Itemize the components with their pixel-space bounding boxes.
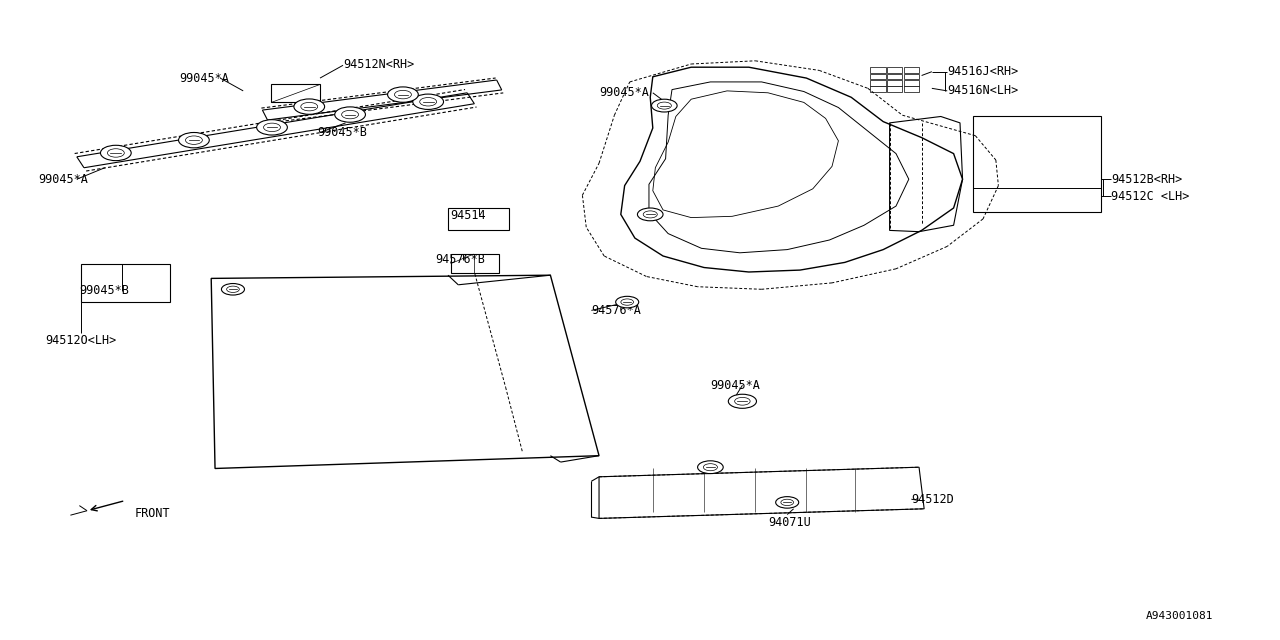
Bar [887,67,902,73]
Circle shape [776,497,799,508]
Bar [870,74,886,79]
Text: 99045*A: 99045*A [599,86,649,99]
Text: 94576*B: 94576*B [435,253,485,266]
Bar [887,74,902,79]
Text: 99045*A: 99045*A [710,379,760,392]
Circle shape [221,284,244,295]
Circle shape [637,208,663,221]
Bar [973,116,1101,212]
Text: 94512O<LH>: 94512O<LH> [45,334,116,347]
Bar [904,86,919,92]
Bar [870,67,886,73]
Circle shape [698,461,723,474]
Bar [448,208,509,230]
Bar [887,80,902,86]
Circle shape [256,120,288,135]
Circle shape [616,296,639,308]
Text: 94512N<RH>: 94512N<RH> [343,58,415,70]
Text: FRONT: FRONT [134,507,170,520]
Circle shape [294,99,325,115]
Bar [81,264,170,302]
Bar [870,80,886,86]
Circle shape [412,94,444,109]
Text: A943001081: A943001081 [1146,611,1213,621]
Text: 94516N<LH>: 94516N<LH> [947,84,1019,97]
Bar [451,254,499,273]
Circle shape [652,99,677,112]
Text: 99045*A: 99045*A [38,173,88,186]
Bar [870,86,886,92]
Bar [271,84,320,102]
Text: 94576*A: 94576*A [591,304,641,317]
Circle shape [335,107,366,122]
Text: 94512B<RH>: 94512B<RH> [1111,173,1183,186]
Bar [904,80,919,86]
Circle shape [101,145,131,161]
Circle shape [388,87,419,102]
Bar [887,86,902,92]
Circle shape [728,394,756,408]
Bar [904,74,919,79]
Text: 94514: 94514 [451,209,486,221]
Bar [904,67,919,73]
Text: 99045*B: 99045*B [317,126,367,139]
Text: 99045*A: 99045*A [179,72,229,84]
Circle shape [178,132,210,148]
Text: 94512C <LH>: 94512C <LH> [1111,190,1189,203]
Text: 94071U: 94071U [768,516,810,529]
Text: 94516J<RH>: 94516J<RH> [947,65,1019,78]
Text: 99045*B: 99045*B [79,284,129,297]
Text: 94512D: 94512D [911,493,954,506]
